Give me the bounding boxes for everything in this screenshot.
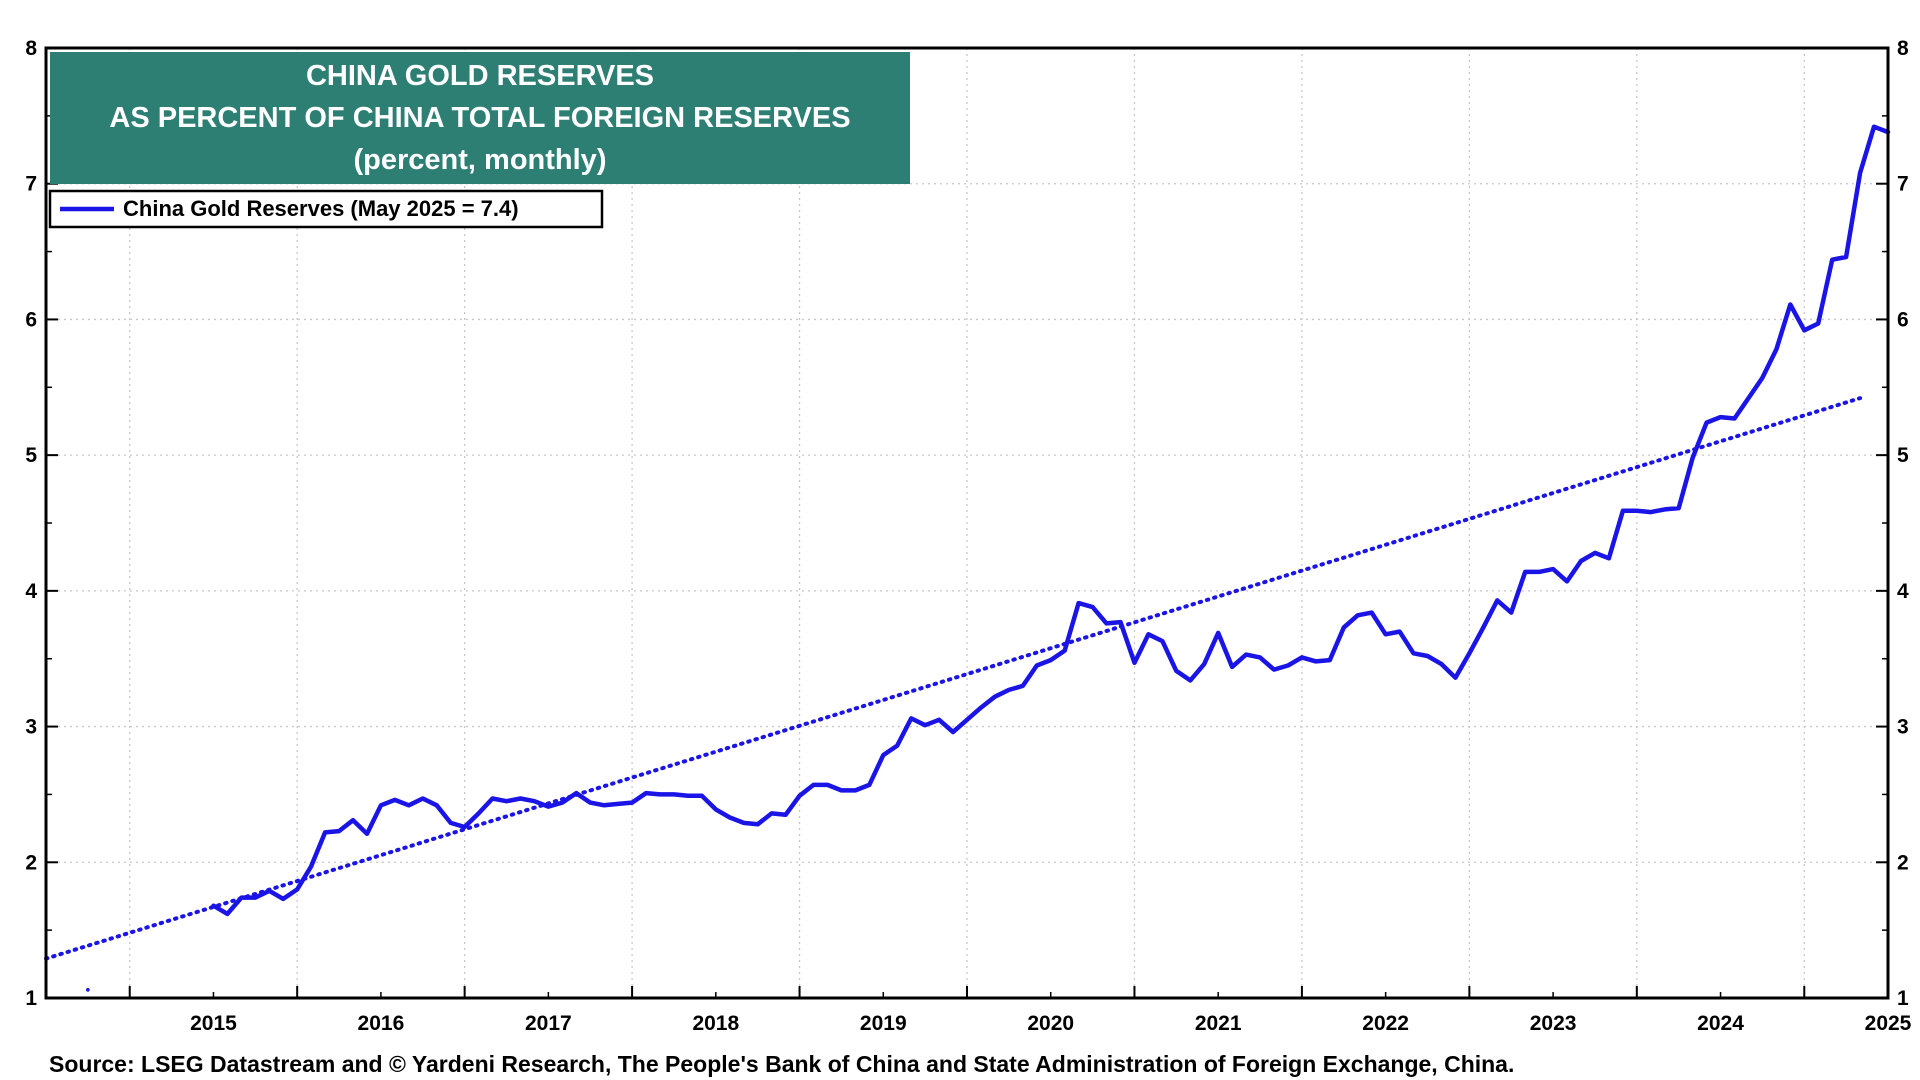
- y-tick-label-left: 8: [25, 37, 37, 60]
- x-tick-label: 2024: [1697, 1012, 1744, 1035]
- x-tick-label: 2018: [692, 1012, 739, 1035]
- y-tick-label-right: 3: [1897, 716, 1909, 739]
- chart-title-line-1: CHINA GOLD RESERVES: [306, 60, 654, 92]
- y-tick-label-left: 6: [25, 308, 37, 331]
- axes: 1 1 2 2 3 3 4 4 5 5 6 6 7 7 8 8 2015 2016 2017 2018 2019 2020…: [25, 37, 1911, 1035]
- y-tick-label-right: 4: [1897, 580, 1909, 603]
- stray-dot-marker: [86, 988, 90, 992]
- y-tick-label-right: 2: [1897, 851, 1909, 874]
- x-tick-label: 2016: [358, 1012, 405, 1035]
- x-tick-label: 2025: [1865, 1012, 1912, 1035]
- y-tick-label-left: 5: [25, 444, 37, 467]
- y-tick-label-right: 6: [1897, 308, 1909, 331]
- x-tick-label: 2017: [525, 1012, 572, 1035]
- x-tick-label: 2021: [1195, 1012, 1242, 1035]
- y-tick-label-right: 7: [1897, 173, 1909, 196]
- y-tick-label-left: 1: [25, 987, 37, 1010]
- chart-title-line-3: (percent, monthly): [354, 144, 607, 176]
- legend: China Gold Reserves (May 2025 = 7.4): [48, 189, 604, 229]
- x-tick-label: 2019: [860, 1012, 907, 1035]
- series-layer: [86, 124, 1891, 992]
- chart-title-line-2: AS PERCENT OF CHINA TOTAL FOREIGN RESERV…: [109, 102, 850, 134]
- y-tick-label-left: 7: [25, 173, 37, 196]
- legend-box: [48, 189, 604, 229]
- source-note: Source: LSEG Datastream and © Yardeni Re…: [49, 1051, 1514, 1077]
- y-tick-label-right: 8: [1897, 37, 1909, 60]
- x-tick-label: 2023: [1530, 1012, 1577, 1035]
- x-tick-label: 2020: [1027, 1012, 1074, 1035]
- y-tick-label-left: 4: [25, 580, 37, 603]
- x-tick-label: 2022: [1362, 1012, 1409, 1035]
- title-box: CHINA GOLD RESERVES AS PERCENT OF CHINA …: [50, 52, 910, 184]
- y-tick-label-left: 3: [25, 716, 37, 739]
- title-background: [50, 52, 910, 184]
- legend-label: China Gold Reserves (May 2025 = 7.4): [123, 196, 519, 221]
- x-tick-label: 2015: [190, 1012, 237, 1035]
- trend-line: [44, 396, 1863, 961]
- y-tick-label-right: 5: [1897, 444, 1909, 467]
- series-line-gold-reserves: [211, 124, 1891, 917]
- y-tick-label-left: 2: [25, 851, 37, 874]
- y-tick-label-right: 1: [1897, 987, 1909, 1010]
- trend-line-layer: [44, 396, 1863, 961]
